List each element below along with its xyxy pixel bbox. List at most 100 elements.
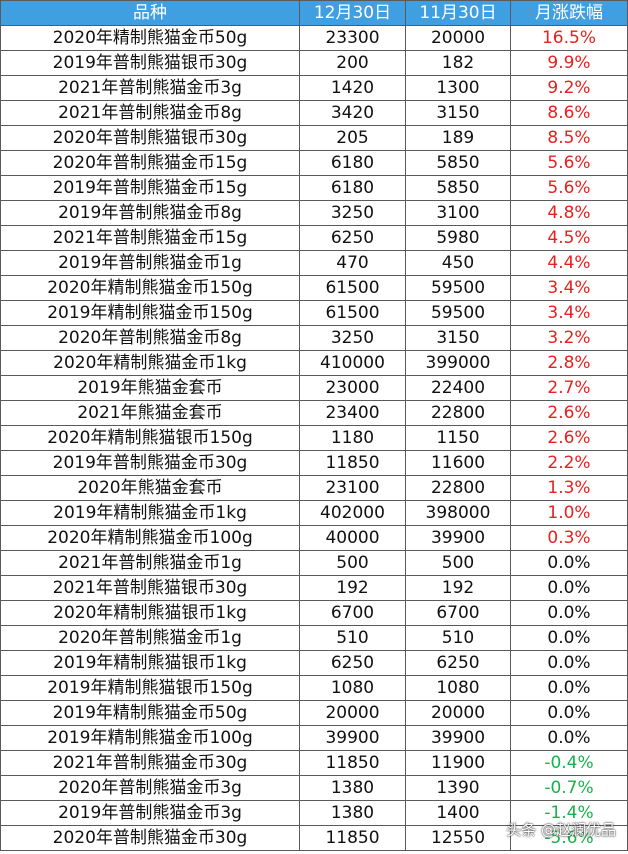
cell-monthly-change: 4.8% bbox=[511, 201, 628, 226]
table-row: 2019年熊猫金套币 23000 22400 2.7% bbox=[1, 376, 628, 401]
table-row: 2020年精制熊猫银币150g 1180 1150 2.6% bbox=[1, 426, 628, 451]
cell-dec30: 1380 bbox=[300, 776, 406, 801]
cell-dec30: 23400 bbox=[300, 401, 406, 426]
cell-variety: 2021年普制熊猫金币15g bbox=[1, 226, 300, 251]
cell-dec30: 11850 bbox=[300, 826, 406, 851]
cell-dec30: 23000 bbox=[300, 376, 406, 401]
cell-nov30: 39900 bbox=[406, 526, 511, 551]
table-row: 2019年精制熊猫银币150g 1080 1080 0.0% bbox=[1, 676, 628, 701]
cell-monthly-change: 3.2% bbox=[511, 326, 628, 351]
cell-nov30: 22800 bbox=[406, 401, 511, 426]
cell-variety: 2019年普制熊猫金币1g bbox=[1, 251, 300, 276]
cell-monthly-change: 9.9% bbox=[511, 51, 628, 76]
table-row: 2019年普制熊猫金币8g 3250 3100 4.8% bbox=[1, 201, 628, 226]
cell-monthly-change: 0.0% bbox=[511, 676, 628, 701]
cell-dec30: 40000 bbox=[300, 526, 406, 551]
cell-nov30: 500 bbox=[406, 551, 511, 576]
cell-monthly-change: 0.0% bbox=[511, 726, 628, 751]
table-row: 2021年熊猫金套币 23400 22800 2.6% bbox=[1, 401, 628, 426]
cell-nov30: 189 bbox=[406, 126, 511, 151]
cell-dec30: 470 bbox=[300, 251, 406, 276]
cell-nov30: 11900 bbox=[406, 751, 511, 776]
cell-variety: 2021年普制熊猫银币30g bbox=[1, 576, 300, 601]
cell-variety: 2019年精制熊猫金币1kg bbox=[1, 501, 300, 526]
cell-monthly-change: 2.6% bbox=[511, 426, 628, 451]
cell-nov30: 59500 bbox=[406, 276, 511, 301]
cell-dec30: 61500 bbox=[300, 276, 406, 301]
table-row: 2019年普制熊猫金币15g 6180 5850 5.6% bbox=[1, 176, 628, 201]
cell-variety: 2020年熊猫金套币 bbox=[1, 476, 300, 501]
table-row: 2020年普制熊猫金币1g 510 510 0.0% bbox=[1, 626, 628, 651]
table-row: 2019年精制熊猫金币1kg 402000 398000 1.0% bbox=[1, 501, 628, 526]
table-row: 2020年精制熊猫金币50g 23300 20000 16.5% bbox=[1, 26, 628, 51]
cell-variety: 2021年普制熊猫金币8g bbox=[1, 101, 300, 126]
cell-dec30: 61500 bbox=[300, 301, 406, 326]
cell-nov30: 20000 bbox=[406, 26, 511, 51]
table-row: 2019年精制熊猫银币1kg 6250 6250 0.0% bbox=[1, 651, 628, 676]
cell-dec30: 6180 bbox=[300, 176, 406, 201]
cell-variety: 2019年普制熊猫金币3g bbox=[1, 801, 300, 826]
cell-nov30: 59500 bbox=[406, 301, 511, 326]
table-header: 品种 12月30日 11月30日 月涨跌幅 bbox=[1, 1, 628, 26]
table-row: 2020年精制熊猫金币1kg 410000 399000 2.8% bbox=[1, 351, 628, 376]
table-row: 2020年熊猫金套币 23100 22800 1.3% bbox=[1, 476, 628, 501]
cell-nov30: 1300 bbox=[406, 76, 511, 101]
cell-variety: 2019年普制熊猫金币8g bbox=[1, 201, 300, 226]
cell-nov30: 11600 bbox=[406, 451, 511, 476]
cell-monthly-change: 3.4% bbox=[511, 276, 628, 301]
cell-nov30: 398000 bbox=[406, 501, 511, 526]
cell-nov30: 3150 bbox=[406, 326, 511, 351]
cell-nov30: 5980 bbox=[406, 226, 511, 251]
cell-nov30: 1390 bbox=[406, 776, 511, 801]
cell-variety: 2019年精制熊猫金币100g bbox=[1, 726, 300, 751]
cell-monthly-change: 0.3% bbox=[511, 526, 628, 551]
cell-monthly-change: 8.5% bbox=[511, 126, 628, 151]
cell-dec30: 23300 bbox=[300, 26, 406, 51]
cell-monthly-change: 2.2% bbox=[511, 451, 628, 476]
cell-variety: 2021年普制熊猫金币3g bbox=[1, 76, 300, 101]
watermark: 头条 @赵澜优品 bbox=[506, 819, 616, 840]
cell-variety: 2020年精制熊猫金币100g bbox=[1, 526, 300, 551]
cell-dec30: 410000 bbox=[300, 351, 406, 376]
cell-variety: 2019年精制熊猫金币150g bbox=[1, 301, 300, 326]
cell-dec30: 6250 bbox=[300, 226, 406, 251]
cell-monthly-change: 2.6% bbox=[511, 401, 628, 426]
cell-dec30: 1420 bbox=[300, 76, 406, 101]
cell-variety: 2020年普制熊猫金币8g bbox=[1, 326, 300, 351]
cell-monthly-change: 3.4% bbox=[511, 301, 628, 326]
cell-monthly-change: -0.7% bbox=[511, 776, 628, 801]
cell-dec30: 23100 bbox=[300, 476, 406, 501]
table-row: 2019年普制熊猫金币30g 11850 11600 2.2% bbox=[1, 451, 628, 476]
cell-dec30: 510 bbox=[300, 626, 406, 651]
cell-monthly-change: 0.0% bbox=[511, 551, 628, 576]
cell-nov30: 1080 bbox=[406, 676, 511, 701]
cell-variety: 2020年精制熊猫银币1kg bbox=[1, 601, 300, 626]
table-row: 2021年普制熊猫银币30g 192 192 0.0% bbox=[1, 576, 628, 601]
cell-variety: 2019年普制熊猫银币30g bbox=[1, 51, 300, 76]
cell-monthly-change: 4.4% bbox=[511, 251, 628, 276]
cell-dec30: 20000 bbox=[300, 701, 406, 726]
cell-nov30: 6250 bbox=[406, 651, 511, 676]
table-row: 2021年普制熊猫金币8g 3420 3150 8.6% bbox=[1, 101, 628, 126]
cell-monthly-change: 1.3% bbox=[511, 476, 628, 501]
cell-monthly-change: 2.7% bbox=[511, 376, 628, 401]
cell-variety: 2020年普制熊猫金币1g bbox=[1, 626, 300, 651]
cell-variety: 2020年精制熊猫银币150g bbox=[1, 426, 300, 451]
cell-nov30: 22400 bbox=[406, 376, 511, 401]
cell-nov30: 22800 bbox=[406, 476, 511, 501]
table-row: 2020年精制熊猫银币1kg 6700 6700 0.0% bbox=[1, 601, 628, 626]
cell-variety: 2021年普制熊猫金币30g bbox=[1, 751, 300, 776]
cell-monthly-change: 8.6% bbox=[511, 101, 628, 126]
cell-dec30: 6700 bbox=[300, 601, 406, 626]
cell-variety: 2020年普制熊猫金币3g bbox=[1, 776, 300, 801]
cell-dec30: 500 bbox=[300, 551, 406, 576]
cell-nov30: 1150 bbox=[406, 426, 511, 451]
cell-monthly-change: 1.0% bbox=[511, 501, 628, 526]
table-row: 2020年普制熊猫金币3g 1380 1390 -0.7% bbox=[1, 776, 628, 801]
cell-variety: 2020年普制熊猫金币30g bbox=[1, 826, 300, 851]
cell-dec30: 6180 bbox=[300, 151, 406, 176]
cell-variety: 2021年普制熊猫金币1g bbox=[1, 551, 300, 576]
cell-variety: 2019年精制熊猫银币150g bbox=[1, 676, 300, 701]
table-row: 2021年普制熊猫金币3g 1420 1300 9.2% bbox=[1, 76, 628, 101]
